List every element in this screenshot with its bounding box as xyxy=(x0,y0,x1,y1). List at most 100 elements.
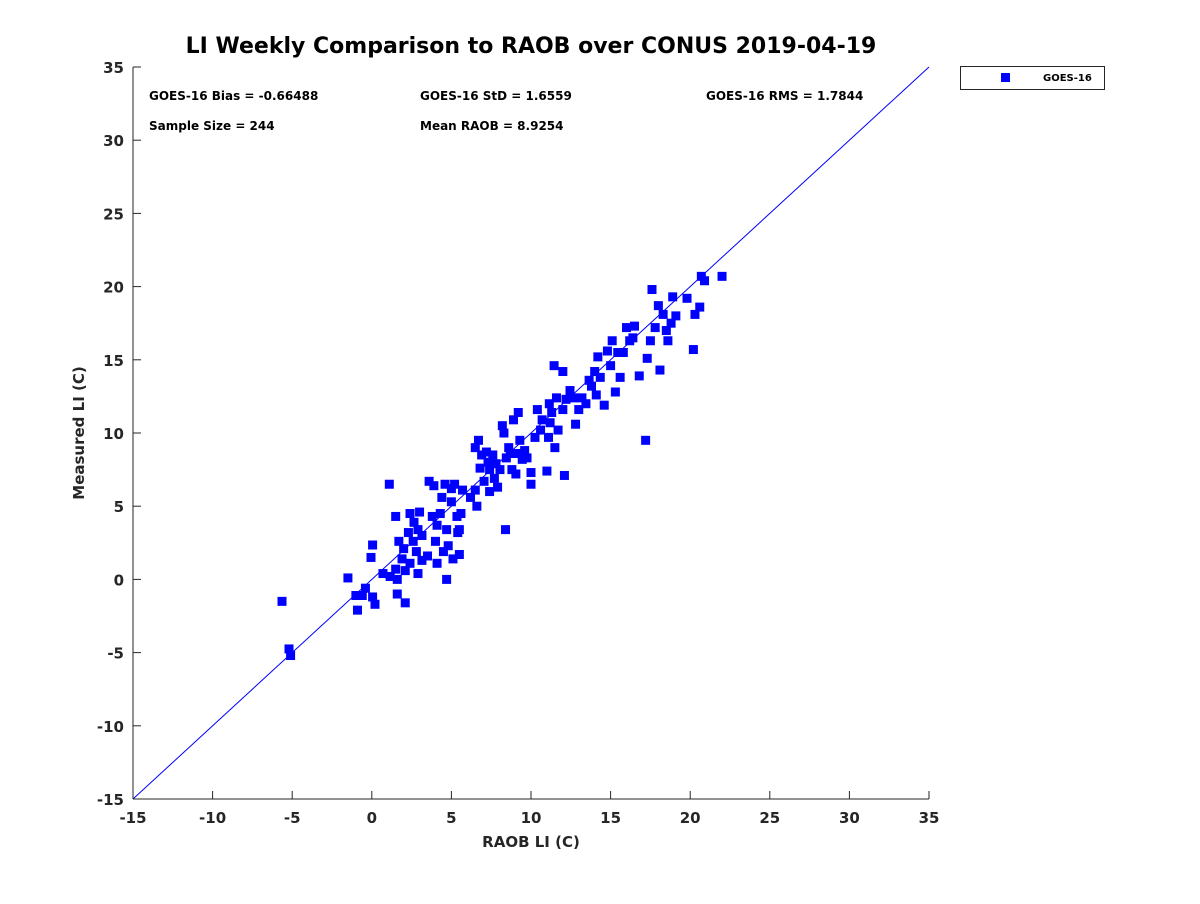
data-point xyxy=(511,469,521,479)
data-point xyxy=(577,393,587,403)
data-point xyxy=(536,425,546,435)
x-tick-label: -5 xyxy=(284,809,301,827)
data-point xyxy=(671,311,681,321)
data-point xyxy=(717,271,727,281)
data-point xyxy=(544,432,554,442)
data-point xyxy=(561,394,571,404)
legend: GOES-16 xyxy=(960,66,1105,90)
y-axis-label: Measured LI (C) xyxy=(70,366,88,499)
data-point xyxy=(544,399,554,409)
data-point xyxy=(581,399,591,409)
data-point xyxy=(508,415,518,425)
data-point xyxy=(551,393,561,403)
data-point xyxy=(400,598,410,608)
data-point xyxy=(450,479,460,489)
data-point xyxy=(448,554,458,564)
data-point xyxy=(641,435,651,445)
data-point xyxy=(403,528,413,538)
x-tick-label: -10 xyxy=(199,809,226,827)
data-point xyxy=(399,544,409,554)
data-point xyxy=(613,347,623,357)
y-tick-label: -10 xyxy=(97,718,124,736)
y-tick-label: 20 xyxy=(103,279,124,297)
data-point xyxy=(695,302,705,312)
data-point xyxy=(569,393,579,403)
annotation-rms: GOES-16 RMS = 1.7844 xyxy=(706,89,863,103)
data-point xyxy=(517,454,527,464)
data-point xyxy=(413,525,423,535)
data-point xyxy=(409,517,419,527)
data-point xyxy=(443,541,453,551)
data-point xyxy=(384,479,394,489)
data-point xyxy=(501,525,511,535)
data-point xyxy=(682,293,692,303)
data-point xyxy=(491,459,501,469)
data-point xyxy=(618,347,628,357)
annotation-mean-raob: Mean RAOB = 8.9254 xyxy=(420,119,564,133)
data-point xyxy=(368,592,378,602)
data-point xyxy=(593,352,603,362)
data-point xyxy=(647,285,657,295)
x-tick-label: 25 xyxy=(759,809,780,827)
data-point xyxy=(424,476,434,486)
x-tick-label: 30 xyxy=(839,809,860,827)
x-axis-label: RAOB LI (C) xyxy=(482,833,580,851)
data-point xyxy=(408,536,418,546)
data-point xyxy=(466,492,476,502)
data-point xyxy=(423,551,433,561)
data-point xyxy=(343,573,353,583)
legend-marker xyxy=(1001,73,1010,82)
data-point xyxy=(547,408,557,418)
data-point xyxy=(417,530,427,540)
data-point xyxy=(437,492,447,502)
data-point xyxy=(513,408,523,418)
data-point xyxy=(493,482,503,492)
x-tick-label: 35 xyxy=(919,809,940,827)
data-point xyxy=(411,547,421,557)
data-point xyxy=(485,487,495,497)
y-tick-label: 0 xyxy=(114,571,124,589)
data-point xyxy=(591,390,601,400)
data-point xyxy=(599,400,609,410)
data-point xyxy=(413,569,423,579)
data-point xyxy=(427,511,437,521)
data-point xyxy=(607,336,617,346)
x-tick-label: 20 xyxy=(680,809,701,827)
x-tick-label: 15 xyxy=(600,809,621,827)
data-point xyxy=(360,583,370,593)
y-tick-label: 5 xyxy=(114,498,124,516)
data-point xyxy=(642,353,652,363)
data-point xyxy=(477,450,487,460)
data-point xyxy=(454,525,464,535)
data-point xyxy=(357,591,367,601)
data-point xyxy=(522,453,532,463)
data-point xyxy=(458,485,468,495)
data-point xyxy=(542,466,552,476)
data-point xyxy=(653,301,663,311)
x-tick-label: 10 xyxy=(521,809,542,827)
legend-box xyxy=(960,66,1105,90)
data-point xyxy=(549,361,559,371)
data-point xyxy=(700,276,710,286)
data-point xyxy=(537,415,547,425)
data-point xyxy=(629,321,639,331)
data-point xyxy=(446,497,456,507)
y-tick-label: 15 xyxy=(103,352,124,370)
data-point xyxy=(574,405,584,415)
annotation-sample-size: Sample Size = 244 xyxy=(149,119,275,133)
data-point xyxy=(595,372,605,382)
data-point xyxy=(505,448,515,458)
data-point xyxy=(391,511,401,521)
data-point xyxy=(277,596,287,606)
data-point xyxy=(286,651,296,661)
data-point xyxy=(485,465,495,475)
data-point xyxy=(499,428,509,438)
data-point xyxy=(430,536,440,546)
data-point xyxy=(370,599,380,609)
data-point xyxy=(429,481,439,491)
data-point xyxy=(435,509,445,519)
data-point xyxy=(351,591,361,601)
data-point xyxy=(515,435,525,445)
data-point xyxy=(479,476,489,486)
